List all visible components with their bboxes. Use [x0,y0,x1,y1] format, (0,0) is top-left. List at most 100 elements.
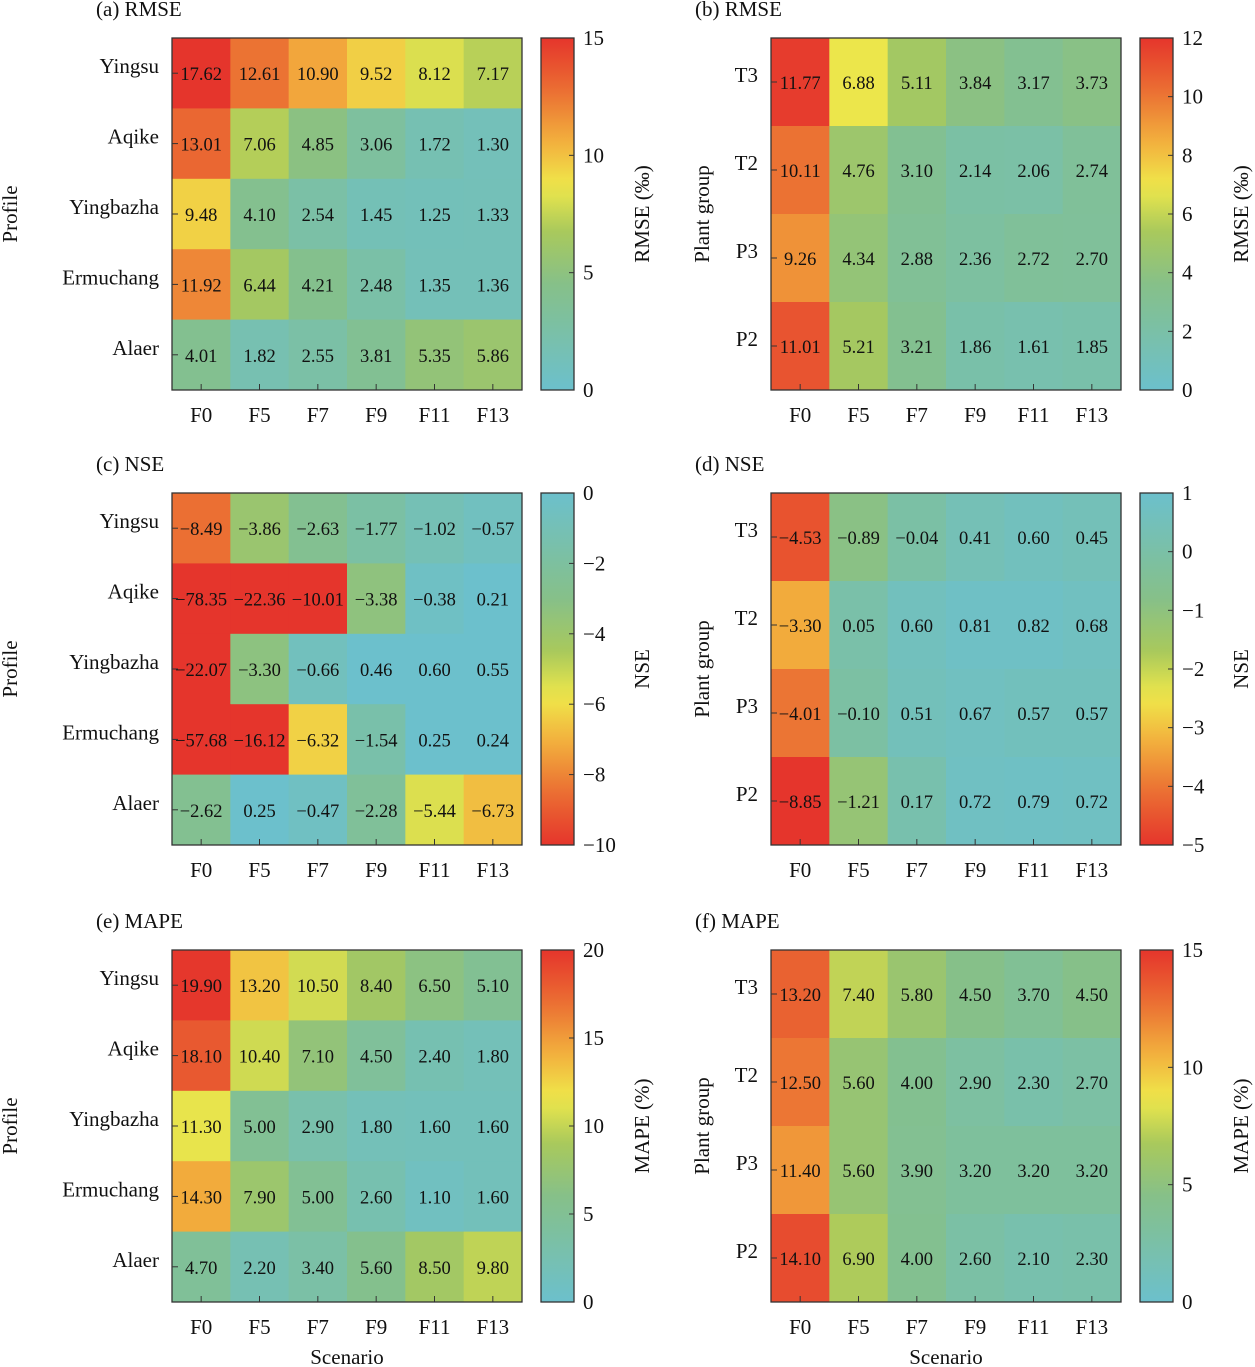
heatmap-cell [463,633,523,705]
heatmap-cell [771,302,830,391]
colorbar-tick-label: 10 [583,143,604,167]
y-tick-label: P2 [736,327,758,351]
x-tick-label: F0 [190,403,212,427]
y-tick-label: T2 [735,606,758,630]
heatmap-cell [347,1090,406,1162]
heatmap-cell [347,563,406,635]
x-tick-label: F5 [847,858,869,882]
heatmap-cell [946,1126,1005,1215]
heatmap-cell [172,319,231,391]
cell-value: 0.25 [243,802,275,822]
cell-value: −0.10 [837,705,880,725]
heatmap-cell [230,108,290,180]
cell-value: 0.72 [959,793,991,813]
y-tick-label: Alaer [112,336,159,360]
x-tick-label: F0 [190,1315,212,1339]
colorbar-label: NSE [630,649,654,689]
cell-value: 2.70 [1076,250,1108,270]
x-tick-label: F11 [1018,858,1050,882]
y-axis-label: Profile [0,1097,22,1154]
x-tick-label: F7 [307,403,329,427]
heatmap-cell [1062,126,1122,215]
y-tick-label: Yingbazha [69,195,159,219]
x-tick-label: F7 [307,858,329,882]
heatmap-cell [288,38,348,109]
heatmap-cell [771,1214,830,1303]
heatmap-cell [946,214,1005,303]
cell-value: 0.55 [477,661,509,681]
heatmap-cell [172,1020,231,1092]
heatmap-cell [347,950,406,1021]
cell-value: 1.60 [477,1188,509,1208]
cell-value: 5.10 [477,977,509,997]
colorbar-tick-label: −4 [583,622,606,646]
cell-value: 1.33 [477,206,509,226]
cell-value: 2.36 [959,250,991,270]
colorbar-tick-label: 1 [1182,481,1193,505]
heatmap-cell [946,38,1005,127]
cell-value: 0.25 [418,731,450,751]
heatmap-cell [829,581,889,670]
x-tick-label: F9 [964,858,986,882]
cell-value: 1.80 [477,1048,509,1068]
x-tick-label: F7 [906,403,928,427]
cell-value: 4.21 [302,276,334,296]
cell-value: 12.61 [239,65,281,85]
x-tick-label: F0 [789,858,811,882]
colorbar [540,37,575,391]
cell-value: 2.06 [1017,162,1049,182]
x-tick-label: F9 [365,403,387,427]
colorbar-tick-label: −2 [1182,657,1204,681]
cell-value: 8.50 [418,1259,450,1279]
y-tick-label: Alaer [112,791,159,815]
heatmap-cell [230,774,290,846]
cell-value: 2.30 [1017,1074,1049,1094]
heatmap-cell [347,108,406,180]
cell-value: 0.60 [901,617,933,637]
heatmap-cell [887,214,947,303]
colorbar-tick-label: −5 [1182,833,1204,857]
heatmap-cell [347,249,406,321]
panel-title: (d) NSE [695,452,764,476]
cell-value: −6.32 [296,731,339,751]
colorbar-tick-label: 10 [1182,1055,1203,1079]
cell-value: 7.40 [842,986,874,1006]
cell-value: 4.50 [959,986,991,1006]
colorbar-tick-label: 8 [1182,143,1193,167]
colorbar-tick-label: −3 [1182,716,1204,740]
cell-value: 11.30 [181,1118,222,1138]
cell-value: 3.90 [901,1162,933,1182]
colorbar-tick-label: −1 [1182,598,1204,622]
x-tick-label: F13 [476,403,509,427]
heatmap-cell [463,774,523,846]
heatmap-cell [288,774,348,846]
colorbar-tick-label: 15 [1182,938,1203,962]
heatmap-cell [946,126,1005,215]
y-tick-label: P3 [736,1151,758,1175]
cell-value: 10.40 [239,1048,281,1068]
y-tick-label: Yingbazha [69,650,159,674]
colorbar [1139,492,1174,846]
colorbar-tick-label: 12 [1182,26,1203,50]
heatmap-cell [230,1231,290,1303]
heatmap-cell [288,1090,348,1162]
heatmap-cell [946,493,1005,582]
heatmap-cell [288,1020,348,1092]
cell-value: −3.30 [238,661,281,681]
heatmap-cell [172,563,231,635]
cell-value: 9.52 [360,65,392,85]
heatmap-cell [463,249,523,321]
heatmap-cell [946,757,1005,846]
y-tick-label: Ermuchang [62,720,159,744]
y-tick-label: T2 [735,1063,758,1087]
heatmap-cell [347,178,406,250]
cell-value: 7.17 [477,65,509,85]
cell-value: 4.70 [185,1259,217,1279]
y-tick-label: Yingsu [99,54,159,78]
heatmap-cell [887,302,947,391]
heatmap-cell [288,249,348,321]
cell-value: 3.21 [901,338,933,358]
y-tick-label: Alaer [112,1248,159,1272]
heatmap-panel: (b) RMSE 11.77 6.88 5.11 3.84 3.17 3.73 10.11 4.… [690,0,1253,427]
heatmap-cell [230,1161,290,1233]
